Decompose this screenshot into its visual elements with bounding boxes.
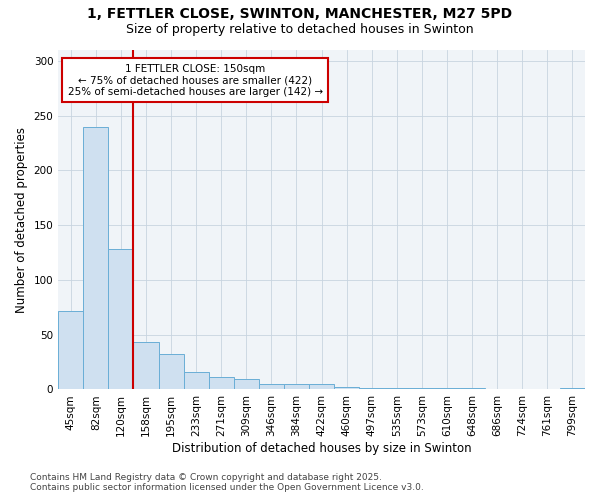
Bar [434, 388, 460, 390]
Bar [309, 384, 334, 390]
Bar [133, 342, 158, 390]
X-axis label: Distribution of detached houses by size in Swinton: Distribution of detached houses by size … [172, 442, 472, 455]
Bar [334, 388, 359, 390]
Bar [359, 388, 385, 390]
Bar [109, 250, 133, 390]
Bar [385, 388, 409, 390]
Text: Contains HM Land Registry data © Crown copyright and database right 2025.
Contai: Contains HM Land Registry data © Crown c… [30, 473, 424, 492]
Text: Size of property relative to detached houses in Swinton: Size of property relative to detached ho… [126, 22, 474, 36]
Bar [560, 388, 585, 390]
Bar [284, 384, 309, 390]
Bar [234, 378, 259, 390]
Bar [83, 126, 109, 390]
Bar [460, 388, 485, 390]
Text: 1 FETTLER CLOSE: 150sqm
← 75% of detached houses are smaller (422)
25% of semi-d: 1 FETTLER CLOSE: 150sqm ← 75% of detache… [68, 64, 323, 97]
Bar [184, 372, 209, 390]
Bar [409, 388, 434, 390]
Bar [209, 378, 234, 390]
Bar [259, 384, 284, 390]
Bar [158, 354, 184, 390]
Y-axis label: Number of detached properties: Number of detached properties [15, 126, 28, 312]
Bar [58, 310, 83, 390]
Text: 1, FETTLER CLOSE, SWINTON, MANCHESTER, M27 5PD: 1, FETTLER CLOSE, SWINTON, MANCHESTER, M… [88, 8, 512, 22]
